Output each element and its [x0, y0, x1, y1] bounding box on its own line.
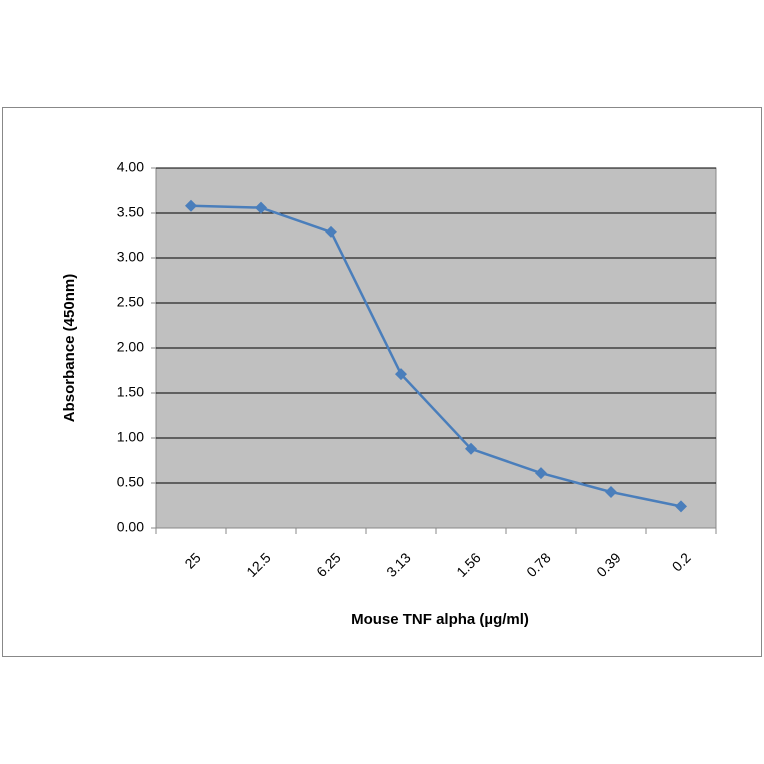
y-tick-label: 2.00: [117, 339, 144, 355]
y-tick-label: 0.50: [117, 474, 144, 490]
data-point: [185, 199, 197, 212]
y-tick-label: 2.50: [117, 294, 144, 310]
y-tick-label: 1.50: [117, 384, 144, 400]
data-point: [465, 442, 477, 455]
x-axis-title: Mouse TNF alpha (µg/ml): [351, 611, 529, 628]
data-point: [325, 225, 337, 238]
data-point: [675, 500, 687, 513]
data-point: [605, 486, 617, 498]
data-point: [395, 368, 407, 381]
y-tick-label: 0.00: [117, 519, 144, 535]
data-point: [535, 467, 547, 480]
y-axis-title: Absorbance (450nm): [61, 274, 78, 422]
data-line: [190, 204, 682, 508]
y-tick-label: 1.00: [117, 429, 144, 445]
y-tick-label: 4.00: [117, 159, 144, 175]
y-tick-label: 3.00: [117, 249, 144, 265]
y-tick-label: 3.50: [117, 204, 144, 220]
data-point: [255, 201, 267, 214]
